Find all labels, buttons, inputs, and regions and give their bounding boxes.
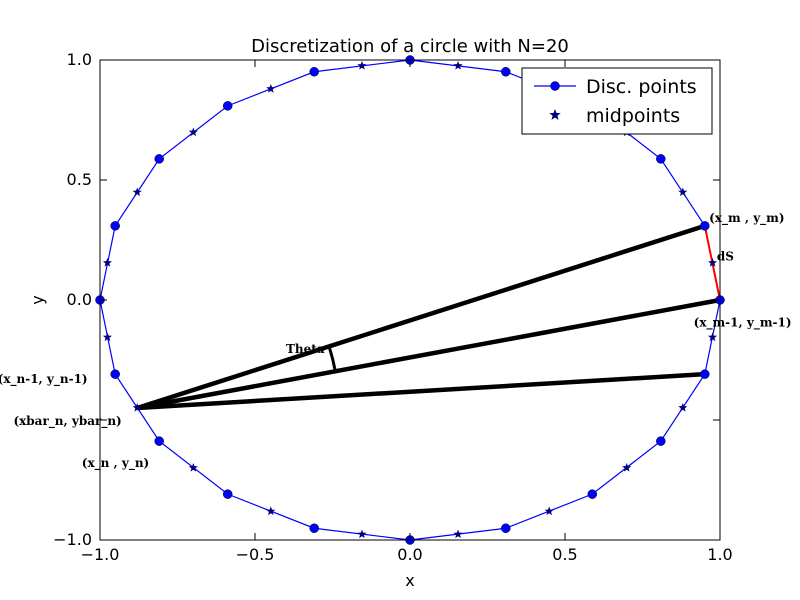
disc-point-12 bbox=[110, 369, 120, 379]
midpoint-19 bbox=[678, 402, 688, 412]
legend-label-disc-points: Disc. points bbox=[586, 76, 697, 98]
annotations: (x_m , y_m) dS (x_m-1, y_m-1) Theta (x_n-1, … bbox=[0, 211, 792, 471]
axis-ticks: −1.0 −0.5 0.0 0.5 1.0 −1.0 0.0 0.5 1.0 bbox=[53, 50, 733, 564]
midpoint-17 bbox=[544, 506, 554, 516]
disc-point-8 bbox=[222, 101, 233, 111]
legend-marker-midpoints bbox=[549, 109, 561, 120]
legend-marker-disc-points bbox=[550, 81, 560, 91]
x-tick-label: 1.0 bbox=[707, 545, 732, 564]
construction-line-3 bbox=[137, 371, 705, 411]
disc-point-15 bbox=[309, 523, 319, 533]
annotation-4: Theta bbox=[286, 342, 325, 356]
midpoint-20 bbox=[707, 332, 718, 342]
midpoint-9 bbox=[132, 187, 142, 197]
disc-point-2 bbox=[700, 221, 710, 231]
disc-point-20 bbox=[700, 369, 710, 379]
x-tick-label: −1.0 bbox=[81, 545, 120, 564]
midpoint-7 bbox=[266, 84, 276, 93]
annotation-2: dS bbox=[717, 249, 734, 263]
midpoint-6 bbox=[357, 60, 367, 70]
y-tick-label: −1.0 bbox=[53, 530, 92, 549]
midpoint-14 bbox=[266, 506, 276, 516]
disc-point-3 bbox=[656, 154, 666, 164]
disc-point-7 bbox=[309, 67, 319, 77]
midpoint-10 bbox=[102, 258, 113, 267]
disc-point-5 bbox=[501, 67, 511, 77]
chart-title: Discretization of a circle with N=20 bbox=[251, 36, 569, 57]
plot-area bbox=[95, 55, 725, 545]
disc-point-18 bbox=[587, 489, 598, 499]
legend: Disc. points midpoints bbox=[521, 67, 713, 135]
midpoint-18 bbox=[622, 462, 632, 472]
construction-line-1 bbox=[136, 223, 706, 411]
annotation-7: (x_n , y_n) bbox=[82, 456, 149, 471]
midpoint-13 bbox=[188, 462, 198, 472]
x-tick-label: 0.0 bbox=[397, 545, 422, 564]
midpoint-1 bbox=[707, 258, 718, 267]
disc-point-19 bbox=[656, 436, 666, 446]
midpoint-5 bbox=[453, 60, 463, 70]
disc-point-17 bbox=[501, 523, 511, 533]
midpoint-12 bbox=[132, 402, 142, 412]
disc-point-13 bbox=[154, 436, 164, 446]
midpoint-16 bbox=[453, 529, 463, 539]
y-axis-label: y bbox=[28, 295, 47, 304]
annotation-1: (x_m , y_m) bbox=[709, 211, 784, 226]
disc-point-14 bbox=[222, 489, 233, 499]
midpoint-2 bbox=[678, 187, 688, 197]
midpoint-15 bbox=[357, 529, 367, 539]
x-tick-label: −0.5 bbox=[236, 545, 275, 564]
annotation-3: (x_m-1, y_m-1) bbox=[694, 315, 792, 330]
legend-box bbox=[521, 67, 713, 135]
construction-line-2 bbox=[136, 297, 721, 411]
theta-arc bbox=[327, 345, 337, 372]
midpoint-8 bbox=[188, 127, 198, 137]
y-tick-label: 0.5 bbox=[67, 170, 92, 189]
disc-point-10 bbox=[110, 221, 120, 231]
annotation-6: (xbar_n, ybar_n) bbox=[13, 414, 121, 429]
annotation-5: (x_n-1, y_n-1) bbox=[0, 372, 88, 387]
disc-point-9 bbox=[154, 154, 164, 164]
midpoint-11 bbox=[102, 332, 113, 342]
legend-label-midpoints: midpoints bbox=[586, 105, 680, 127]
y-tick-label: 0.0 bbox=[67, 290, 92, 309]
x-axis-label: x bbox=[405, 571, 414, 590]
x-tick-label: 0.5 bbox=[552, 545, 577, 564]
y-tick-label: 1.0 bbox=[67, 50, 92, 69]
